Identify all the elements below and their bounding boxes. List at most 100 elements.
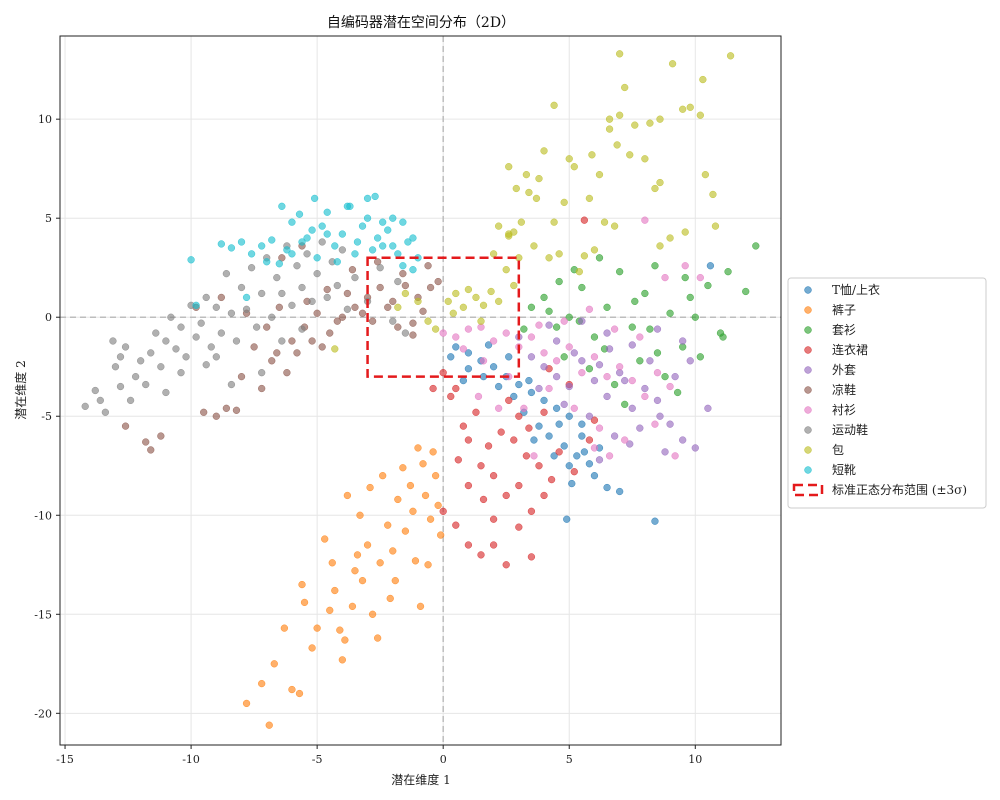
scatter-point xyxy=(613,141,621,149)
scatter-point xyxy=(227,380,236,389)
legend-range-marker xyxy=(792,483,824,497)
scatter-point xyxy=(487,287,495,296)
scatter-point xyxy=(308,226,316,234)
scatter-point xyxy=(525,424,533,432)
scatter-point xyxy=(545,307,553,315)
scatter-point xyxy=(447,353,455,361)
scatter-point xyxy=(474,392,483,401)
scatter-point xyxy=(704,404,712,412)
scatter-point xyxy=(656,178,664,187)
scatter-point xyxy=(590,376,599,385)
scatter-point xyxy=(452,289,460,298)
scatter-point xyxy=(426,283,435,292)
scatter-point xyxy=(197,319,205,327)
scatter-point xyxy=(429,448,437,456)
scatter-point xyxy=(409,266,417,274)
scatter-point xyxy=(646,325,654,333)
scatter-point xyxy=(258,369,266,377)
scatter-point xyxy=(535,422,543,430)
scatter-point xyxy=(495,297,503,306)
scatter-point xyxy=(323,230,331,238)
scatter-point xyxy=(595,456,604,464)
scatter-point xyxy=(389,317,397,325)
scatter-point xyxy=(283,369,291,377)
scatter-point xyxy=(439,329,447,337)
scatter-point xyxy=(522,452,531,460)
scatter-point xyxy=(477,462,485,470)
scatter-point xyxy=(242,305,251,313)
scatter-point xyxy=(671,452,679,460)
scatter-point xyxy=(701,170,710,179)
scatter-point xyxy=(157,432,165,440)
scatter-point xyxy=(616,268,624,276)
scatter-point xyxy=(116,353,125,361)
scatter-point xyxy=(565,343,573,351)
scatter-point xyxy=(573,452,581,460)
scatter-point xyxy=(326,329,334,337)
scatter-point xyxy=(610,432,619,440)
scatter-point xyxy=(363,194,372,203)
scatter-point xyxy=(550,101,558,109)
scatter-point xyxy=(709,190,717,199)
scatter-point xyxy=(91,386,99,395)
scatter-point xyxy=(217,329,225,337)
scatter-point xyxy=(368,246,377,254)
scatter-point xyxy=(464,365,473,373)
scatter-point xyxy=(547,475,556,484)
scatter-point xyxy=(502,329,510,337)
scatter-point xyxy=(386,594,394,603)
scatter-point xyxy=(331,345,339,353)
scatter-point xyxy=(459,303,468,311)
scatter-point xyxy=(552,337,561,345)
scatter-point xyxy=(401,281,410,290)
scatter-point xyxy=(288,337,296,345)
scatter-point xyxy=(424,262,432,270)
scatter-point xyxy=(603,303,611,311)
scatter-point xyxy=(752,242,760,250)
scatter-point xyxy=(177,323,185,331)
scatter-point xyxy=(560,442,568,450)
scatter-point xyxy=(535,174,543,183)
legend-marker xyxy=(804,426,812,434)
scatter-point xyxy=(318,222,326,230)
series-6 xyxy=(439,216,704,460)
scatter-point xyxy=(137,357,145,365)
scatter-point xyxy=(379,218,387,226)
scatter-point xyxy=(404,238,412,246)
scatter-point xyxy=(691,313,699,321)
scatter-point xyxy=(459,376,468,385)
scatter-point xyxy=(426,515,435,523)
legend-marker xyxy=(804,386,812,394)
scatter-point xyxy=(182,353,190,361)
legend-marker xyxy=(804,366,812,374)
scatter-point xyxy=(278,202,286,210)
scatter-point xyxy=(527,507,536,515)
scatter-point xyxy=(437,531,445,539)
scatter-point xyxy=(341,636,349,644)
scatter-point xyxy=(343,305,352,313)
x-tick-label: 5 xyxy=(566,753,573,766)
scatter-point xyxy=(651,420,659,428)
scatter-point xyxy=(298,580,306,589)
scatter-point xyxy=(237,372,246,381)
scatter-point xyxy=(351,567,359,575)
scatter-point xyxy=(696,111,704,119)
scatter-point xyxy=(590,472,599,480)
scatter-point xyxy=(525,376,533,385)
scatter-point xyxy=(464,481,473,490)
legend-marker xyxy=(804,446,812,454)
scatter-point xyxy=(308,644,316,652)
scatter-point xyxy=(585,436,594,444)
scatter-point xyxy=(343,202,352,210)
scatter-point xyxy=(636,333,644,341)
scatter-point xyxy=(711,222,720,230)
scatter-point xyxy=(585,365,594,373)
scatter-point xyxy=(603,329,611,337)
legend-entry-label: T恤/上衣 xyxy=(832,282,880,297)
scatter-point xyxy=(353,551,362,559)
scatter-point xyxy=(616,111,624,119)
scatter-point xyxy=(628,323,636,331)
scatter-point xyxy=(308,297,316,306)
scatter-point xyxy=(212,412,220,420)
scatter-point xyxy=(121,343,130,351)
